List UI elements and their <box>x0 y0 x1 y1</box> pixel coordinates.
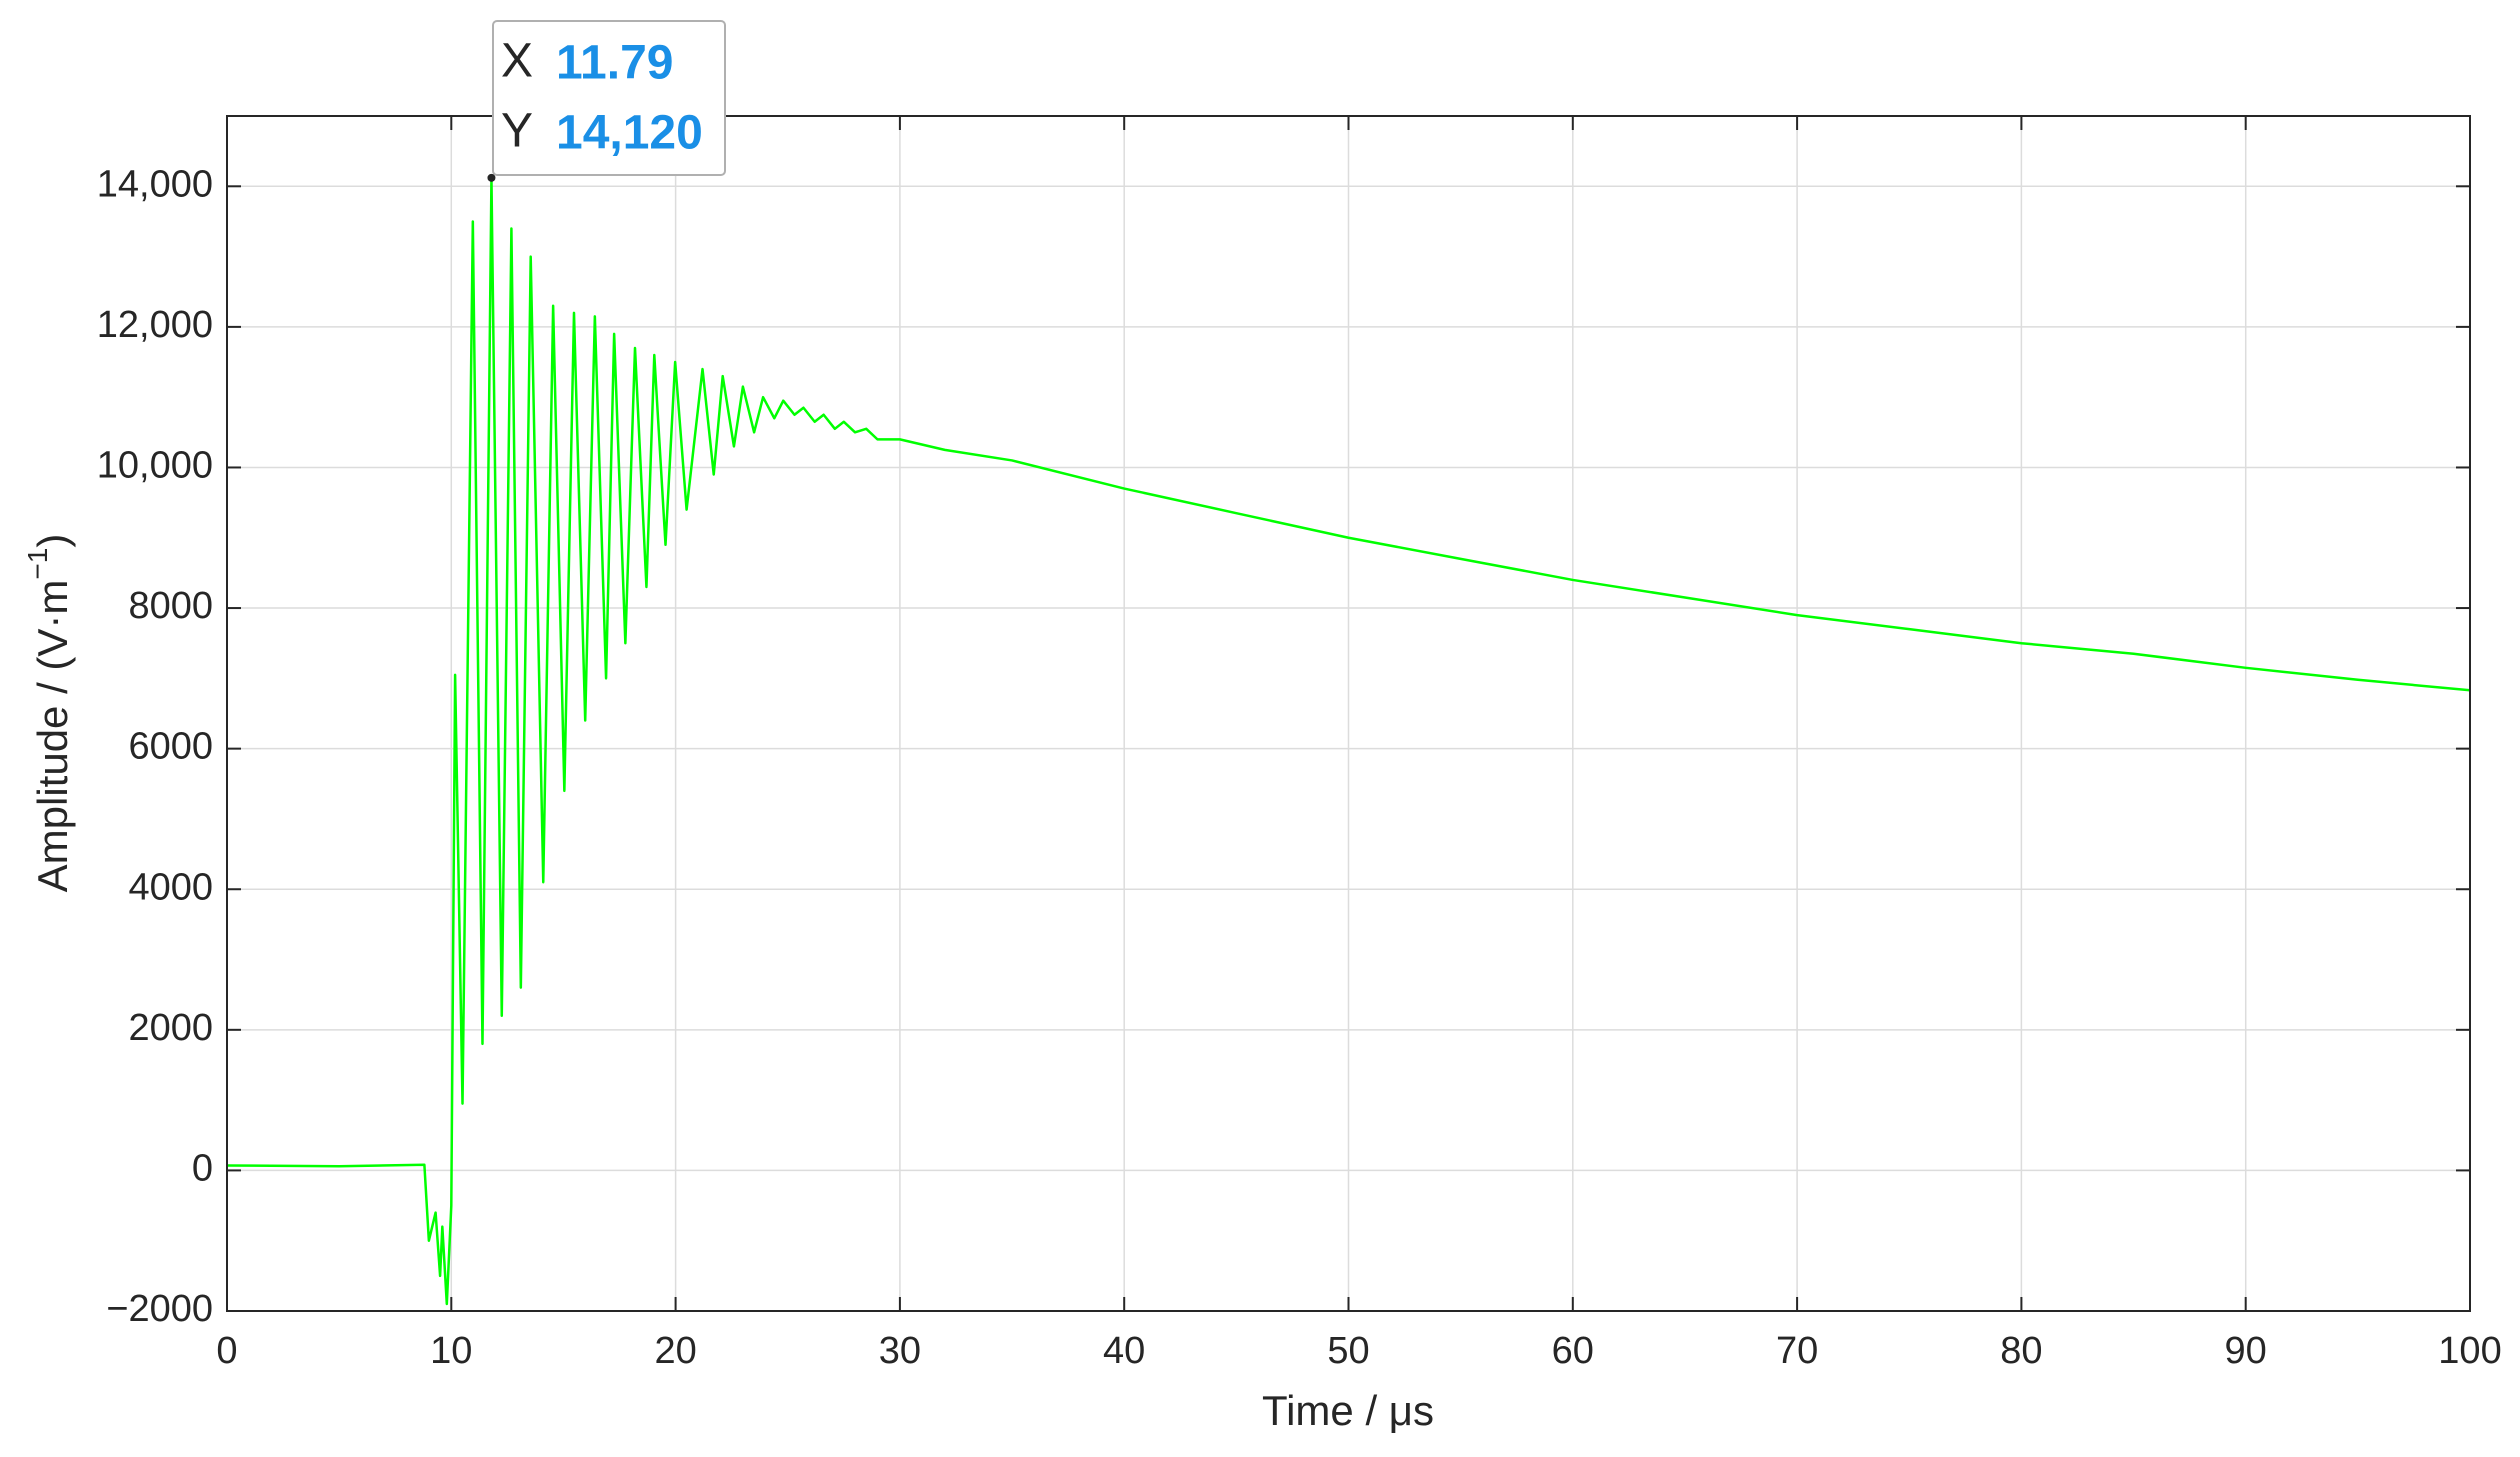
y-tick-label: 10,000 <box>97 445 213 487</box>
datatip-x-label: X <box>501 35 533 88</box>
datatip-box <box>492 20 726 176</box>
x-tick-label: 30 <box>879 1330 921 1372</box>
y-tick-label: 12,000 <box>97 304 213 346</box>
x-tick-label: 100 <box>2438 1330 2501 1372</box>
y-label-text: Amplitude / (V·m <box>29 580 76 893</box>
y-tick-label: 6000 <box>128 726 213 768</box>
datatip-y-value: 14,120 <box>556 107 703 160</box>
x-tick-label: 0 <box>216 1330 237 1372</box>
x-tick-label: 50 <box>1327 1330 1369 1372</box>
x-tick-label: 40 <box>1103 1330 1145 1372</box>
y-axis-label: Amplitude / (V·m−1) <box>22 534 76 893</box>
y-tick-label: 2000 <box>128 1007 213 1049</box>
datatip-y-label: Y <box>501 105 533 158</box>
x-tick-label: 20 <box>654 1330 696 1372</box>
x-tick-label: 70 <box>1776 1330 1818 1372</box>
data-line <box>227 176 2470 1306</box>
datatip-x-value: 11.79 <box>556 37 673 90</box>
x-axis-label: Time / μs <box>1262 1387 1434 1434</box>
x-tick-label: 80 <box>2000 1330 2042 1372</box>
y-tick-label: 14,000 <box>97 163 213 205</box>
x-tick-label: 60 <box>1552 1330 1594 1372</box>
datatip: X 11.79 Y 14,120 <box>492 20 726 176</box>
y-tick-label: −2000 <box>106 1288 213 1330</box>
x-tick-label: 90 <box>2225 1330 2267 1372</box>
y-tick-label: 8000 <box>128 585 213 627</box>
y-label-superscript: −1 <box>22 548 53 580</box>
y-tick-label: 4000 <box>128 866 213 908</box>
datatip-marker <box>487 173 496 182</box>
y-label-suffix: ) <box>29 534 76 548</box>
x-tick-label: 10 <box>430 1330 472 1372</box>
y-tick-label: 0 <box>192 1147 213 1189</box>
